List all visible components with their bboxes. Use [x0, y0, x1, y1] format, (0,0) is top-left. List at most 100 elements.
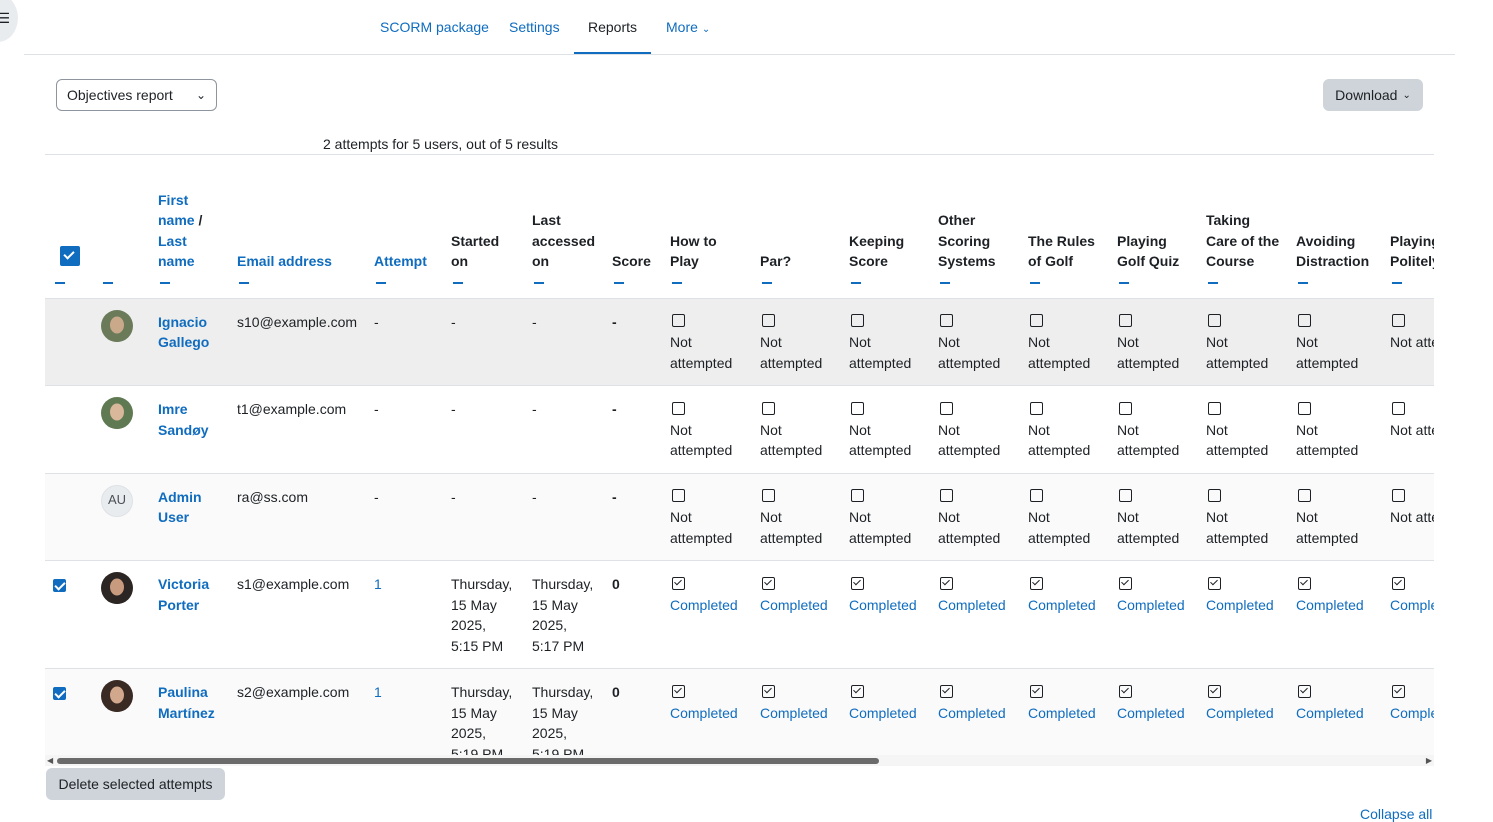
delete-selected-attempts-button[interactable]: Delete selected attempts — [46, 768, 225, 800]
select-all-checkbox[interactable] — [60, 246, 80, 266]
objective-label: Playing Politely — [1390, 232, 1434, 270]
sort-email-link[interactable]: Email address — [237, 253, 332, 269]
accessed-cell: Thursday, 15 May 2025, 5:17 PM — [524, 561, 604, 669]
objective-status[interactable]: Completed — [1296, 704, 1364, 721]
checked-box-icon — [940, 684, 953, 698]
objective-status[interactable]: Completed — [1117, 704, 1185, 721]
user-name-link[interactable]: Victoria Porter — [158, 576, 210, 613]
checked-box-icon — [1030, 576, 1043, 590]
hide-column-icon[interactable] — [1298, 281, 1308, 284]
chevron-down-icon: ⌄ — [195, 88, 206, 102]
hide-column-icon[interactable] — [1208, 281, 1218, 284]
scrollbar-thumb[interactable] — [57, 758, 879, 764]
collapse-all-link[interactable]: Collapse all — [1360, 806, 1433, 822]
hide-column-icon[interactable] — [672, 281, 682, 284]
objective-status-cell: Completed — [1109, 561, 1198, 669]
objective-status[interactable]: Completed — [1206, 596, 1274, 613]
tab-scorm-package[interactable]: SCORM package — [366, 0, 494, 54]
checked-box-icon — [1030, 684, 1043, 698]
objective-status: Not attempted — [849, 421, 912, 459]
objective-status[interactable]: Completed — [938, 704, 1006, 721]
user-name-link[interactable]: Admin User — [158, 488, 202, 526]
objective-status[interactable]: Completed — [670, 704, 738, 721]
hide-column-icon[interactable] — [940, 281, 950, 284]
sort-last-name-link[interactable]: Last name — [158, 232, 195, 270]
objective-status[interactable]: Completed — [1028, 704, 1096, 721]
attempts-table-container[interactable]: First name / Last name Email address Att… — [45, 155, 1434, 755]
objective-status[interactable]: Completed — [1390, 596, 1434, 613]
objective-status[interactable]: Completed — [1206, 704, 1274, 721]
objective-status: Not attempted — [760, 421, 823, 459]
drawer-toggle-button[interactable]: ☰ — [0, 0, 18, 42]
avatar: AU — [101, 484, 133, 517]
avatar-initials: AU — [107, 492, 127, 508]
tab-reports[interactable]: Reports — [574, 0, 651, 54]
email-cell: s10@example.com — [229, 298, 366, 386]
attempt-value[interactable]: 1 — [374, 684, 382, 700]
user-photo-icon — [101, 397, 133, 429]
report-type-value: Objectives report — [67, 87, 173, 103]
hide-column-icon[interactable] — [103, 281, 113, 284]
objective-header: Other Scoring Systems — [930, 155, 1020, 298]
objective-status[interactable]: Completed — [1296, 596, 1364, 613]
hide-column-icon[interactable] — [614, 281, 624, 284]
objective-status: Not attempted — [938, 421, 1001, 459]
scroll-right-icon[interactable]: ▶ — [1425, 756, 1432, 765]
tab-settings[interactable]: Settings — [495, 0, 573, 54]
objective-status: Not attempted — [670, 421, 733, 459]
objective-status-cell: Completed — [930, 669, 1020, 756]
sort-attempt-link[interactable]: Attempt — [374, 253, 427, 269]
row-select-checkbox[interactable] — [53, 686, 66, 700]
hide-column-icon[interactable] — [851, 281, 861, 284]
select-all-header — [45, 155, 93, 298]
started-value: Thursday, 15 May 2025, 5:15 PM — [451, 576, 513, 654]
objective-status-cell: Not attempted — [1198, 298, 1288, 386]
objective-status[interactable]: Completed — [760, 704, 828, 721]
objective-status-cell: Not attempted — [841, 386, 930, 474]
hide-column-icon[interactable] — [376, 281, 386, 284]
hide-column-icon[interactable] — [160, 281, 170, 284]
objective-status-cell: Completed — [1198, 669, 1288, 756]
scroll-left-icon[interactable]: ◀ — [47, 756, 54, 765]
attempt-value[interactable]: 1 — [374, 576, 382, 592]
report-type-select[interactable]: Objectives report ⌄ — [56, 79, 217, 111]
sort-first-name-link[interactable]: First name — [158, 191, 195, 229]
hide-column-icon[interactable] — [1119, 281, 1129, 284]
objective-status[interactable]: Completed — [1390, 704, 1434, 721]
row-select-checkbox[interactable] — [53, 578, 66, 592]
hide-column-icon[interactable] — [453, 281, 463, 284]
tab-more[interactable]: More ⌄ — [652, 0, 724, 54]
objective-status-cell: Not attempted — [662, 298, 752, 386]
hide-column-icon[interactable] — [762, 281, 772, 284]
objective-status[interactable]: Completed — [1117, 596, 1185, 613]
objective-status[interactable]: Completed — [670, 596, 738, 613]
email-value: s10@example.com — [237, 313, 358, 330]
objective-status-cell: Not attempted — [1288, 473, 1382, 561]
objective-status[interactable]: Completed — [849, 704, 917, 721]
hide-column-icon[interactable] — [534, 281, 544, 284]
user-name-link[interactable]: Paulina Martínez — [158, 684, 215, 721]
objective-status[interactable]: Completed — [1028, 596, 1096, 613]
started-cell: Thursday, 15 May 2025, 5:15 PM — [443, 561, 524, 669]
unchecked-box-icon — [672, 314, 685, 328]
hide-column-icon[interactable] — [239, 281, 249, 284]
user-name-link[interactable]: Imre Sandøy — [158, 401, 209, 438]
objective-status: Not attempted — [1117, 509, 1180, 546]
objective-status[interactable]: Completed — [849, 596, 917, 613]
objective-status: Not attempted — [1296, 509, 1359, 546]
hide-column-icon[interactable] — [55, 281, 65, 284]
download-button[interactable]: Download ⌄ — [1323, 79, 1423, 111]
started-cell: - — [443, 298, 524, 386]
started-value: Thursday, 15 May 2025, 5:19 PM — [451, 684, 513, 755]
objective-header: Playing Politely — [1382, 155, 1434, 298]
hide-column-icon[interactable] — [1030, 281, 1040, 284]
horizontal-scrollbar[interactable]: ◀ ▶ — [45, 755, 1434, 766]
user-name-link[interactable]: Ignacio Gallego — [158, 313, 210, 351]
attempt-cell: - — [366, 386, 443, 474]
objective-status-cell: Completed — [1382, 561, 1434, 669]
hide-column-icon[interactable] — [1392, 281, 1402, 284]
objective-status[interactable]: Completed — [938, 596, 1006, 613]
objective-status-cell: Completed — [930, 561, 1020, 669]
objective-status[interactable]: Completed — [760, 596, 828, 613]
email-value: t1@example.com — [237, 401, 347, 417]
